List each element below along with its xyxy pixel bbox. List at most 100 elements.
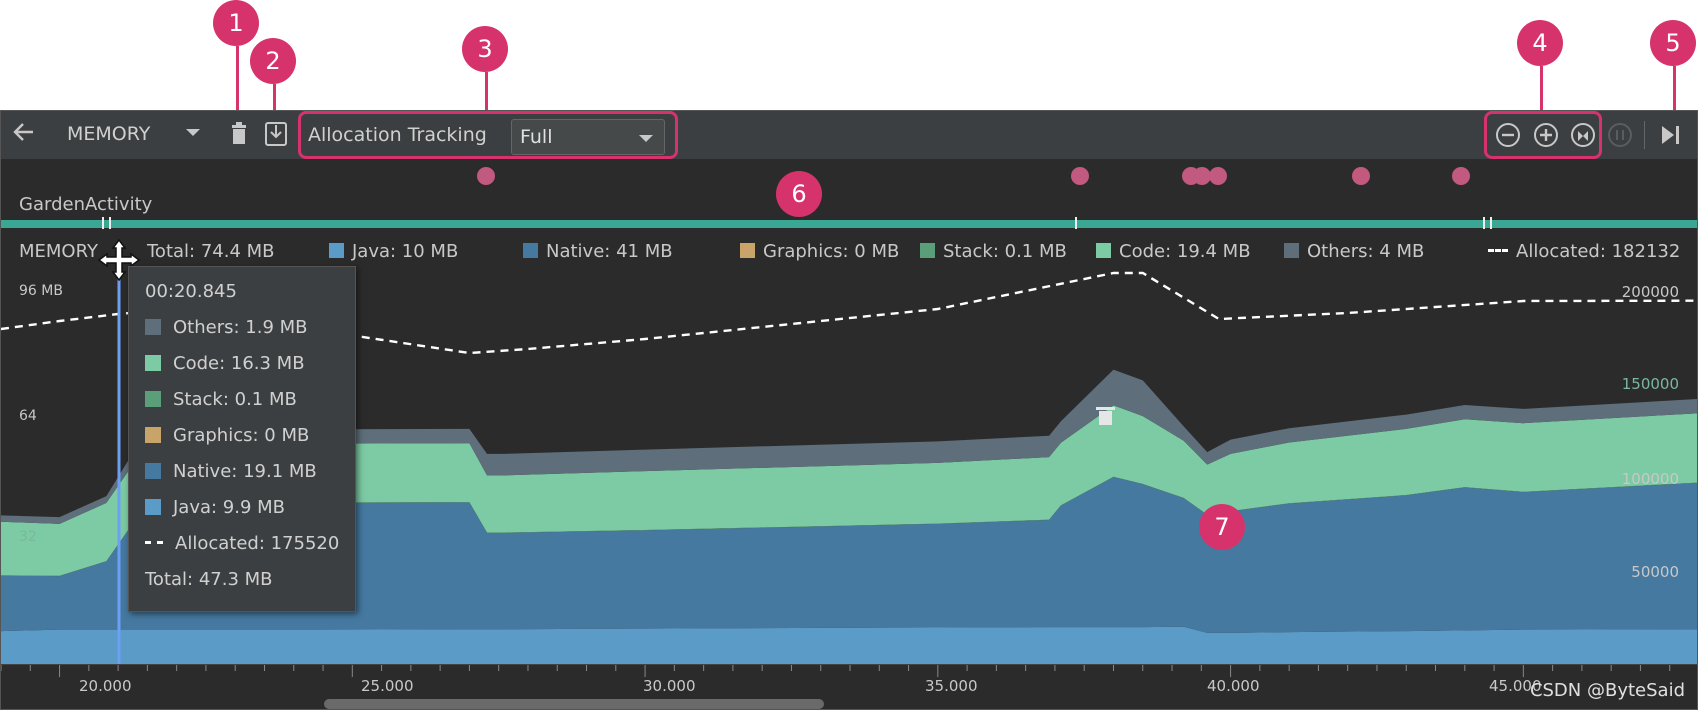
caret-down-icon [639, 135, 653, 142]
memory-legend: MEMORY Total: 74.4 MB Java: 10 MB Native… [1, 235, 1697, 265]
tooltip-java-text: Java: 9.9 MB [173, 497, 286, 518]
axis-right-label: 100000 [1621, 470, 1679, 488]
activity-state-marker [102, 217, 104, 229]
legend-native-text: Native: 41 MB [546, 241, 673, 262]
others-swatch [1284, 243, 1299, 258]
activity-lifecycle-bar[interactable] [1, 220, 1697, 228]
legend-native: Native: 41 MB [523, 241, 673, 262]
legend-others: Others: 4 MB [1284, 241, 1424, 262]
move-cursor-icon [97, 238, 141, 282]
memory-areas [1, 369, 1697, 665]
time-label: 45.000 [1489, 677, 1542, 695]
code-swatch [1096, 243, 1111, 258]
reset-zoom-icon [1571, 123, 1595, 147]
tooltip-code-text: Code: 16.3 MB [173, 353, 305, 374]
native-swatch [523, 243, 538, 258]
zoom-in-icon [1534, 123, 1558, 147]
legend-stack: Stack: 0.1 MB [920, 241, 1067, 262]
java-area [1, 626, 1697, 665]
time-label: 25.000 [361, 677, 414, 695]
java-swatch [329, 243, 344, 258]
time-label: 20.000 [79, 677, 132, 695]
go-live-button[interactable] [1659, 122, 1683, 153]
profiler-selector-label[interactable]: MEMORY [67, 123, 151, 145]
user-event-marker[interactable] [1209, 167, 1227, 185]
time-axis: 20.000 25.000 30.000 35.000 40.000 45.00… [1, 664, 1697, 709]
attach-live-button[interactable] [1607, 122, 1633, 153]
heap-dump-button[interactable] [264, 121, 288, 152]
force-gc-button[interactable] [229, 122, 249, 151]
axis-right-label: 50000 [1631, 563, 1679, 581]
trash-icon [232, 122, 246, 144]
axis-right-label: 150000 [1621, 375, 1679, 393]
badge-3: 3 [462, 26, 508, 72]
back-button[interactable] [11, 119, 37, 150]
axis-right-label: 200000 [1621, 283, 1679, 301]
memory-chart[interactable] [1, 265, 1698, 665]
user-event-marker[interactable] [1452, 167, 1470, 185]
legend-total: Total: 74.4 MB [147, 241, 275, 262]
legend-title: MEMORY [19, 241, 98, 262]
graphics-swatch [145, 427, 161, 443]
download-icon [265, 122, 287, 146]
zoom-out-icon [1496, 123, 1520, 147]
badge-1: 1 [213, 0, 259, 46]
profiler-toolbar: MEMORY Allocation Tracking Full [1, 111, 1697, 160]
memory-profiler: MEMORY Allocation Tracking Full [0, 110, 1698, 710]
tooltip-graphics: Graphics: 0 MB [145, 425, 309, 446]
profiler-selector-dropdown[interactable] [184, 121, 202, 148]
legend-graphics: Graphics: 0 MB [740, 241, 899, 262]
tooltip-allocated-text: Allocated: 175520 [175, 533, 340, 554]
tooltip-total: Total: 47.3 MB [145, 569, 273, 590]
tooltip-native-text: Native: 19.1 MB [173, 461, 317, 482]
tooltip-stack: Stack: 0.1 MB [145, 389, 297, 410]
badge-5: 5 [1650, 20, 1696, 66]
badge-6: 6 [776, 171, 822, 217]
activity-name: GardenActivity [19, 194, 153, 215]
user-event-marker[interactable] [1071, 167, 1089, 185]
legend-code-text: Code: 19.4 MB [1119, 241, 1251, 262]
tooltip-graphics-text: Graphics: 0 MB [173, 425, 310, 446]
native-swatch [145, 463, 161, 479]
time-ticks [1, 665, 1671, 677]
reset-zoom-button[interactable] [1570, 122, 1596, 153]
watermark: CSDN @ByteSaid [1529, 680, 1685, 701]
tooltip-allocated: Allocated: 175520 [145, 533, 339, 554]
zoom-out-button[interactable] [1495, 122, 1521, 153]
toolbar-divider [1644, 121, 1645, 149]
others-area [1, 369, 1697, 524]
badge-1-line [236, 46, 239, 112]
legend-code: Code: 19.4 MB [1096, 241, 1251, 262]
user-event-marker[interactable] [1352, 167, 1370, 185]
gc-trash-lid [1096, 407, 1115, 410]
activity-state-marker [109, 217, 111, 229]
time-label: 30.000 [643, 677, 696, 695]
zoom-in-button[interactable] [1533, 122, 1559, 153]
tooltip-native: Native: 19.1 MB [145, 461, 317, 482]
arrow-left-icon [13, 123, 33, 141]
user-event-marker[interactable] [1193, 167, 1211, 185]
legend-graphics-text: Graphics: 0 MB [763, 241, 900, 262]
legend-stack-text: Stack: 0.1 MB [943, 241, 1067, 262]
allocated-series-line [1, 271, 1697, 355]
tooltip-code: Code: 16.3 MB [145, 353, 305, 374]
tooltip-time: 00:20.845 [145, 281, 237, 302]
legend-allocated: Allocated: 182132 [1488, 241, 1680, 262]
allocated-swatch [1488, 249, 1508, 252]
legend-others-text: Others: 4 MB [1307, 241, 1425, 262]
allocation-tracking-select[interactable]: Full [511, 119, 665, 155]
time-label: 35.000 [925, 677, 978, 695]
skip-to-end-icon [1662, 126, 1679, 144]
tooltip-java: Java: 9.9 MB [145, 497, 285, 518]
highlight-allocation-tracking [298, 111, 678, 159]
code-swatch [145, 355, 161, 371]
badge-4: 4 [1517, 20, 1563, 66]
gc-marker[interactable] [1096, 407, 1115, 425]
user-event-marker[interactable] [477, 167, 495, 185]
timeline-scrollbar[interactable] [324, 699, 824, 709]
tooltip-others: Others: 1.9 MB [145, 317, 308, 338]
tooltip-stack-text: Stack: 0.1 MB [173, 389, 297, 410]
badge-3-line [485, 72, 488, 112]
axis-left-label: 32 [19, 529, 37, 545]
activity-state-marker [1490, 217, 1492, 229]
